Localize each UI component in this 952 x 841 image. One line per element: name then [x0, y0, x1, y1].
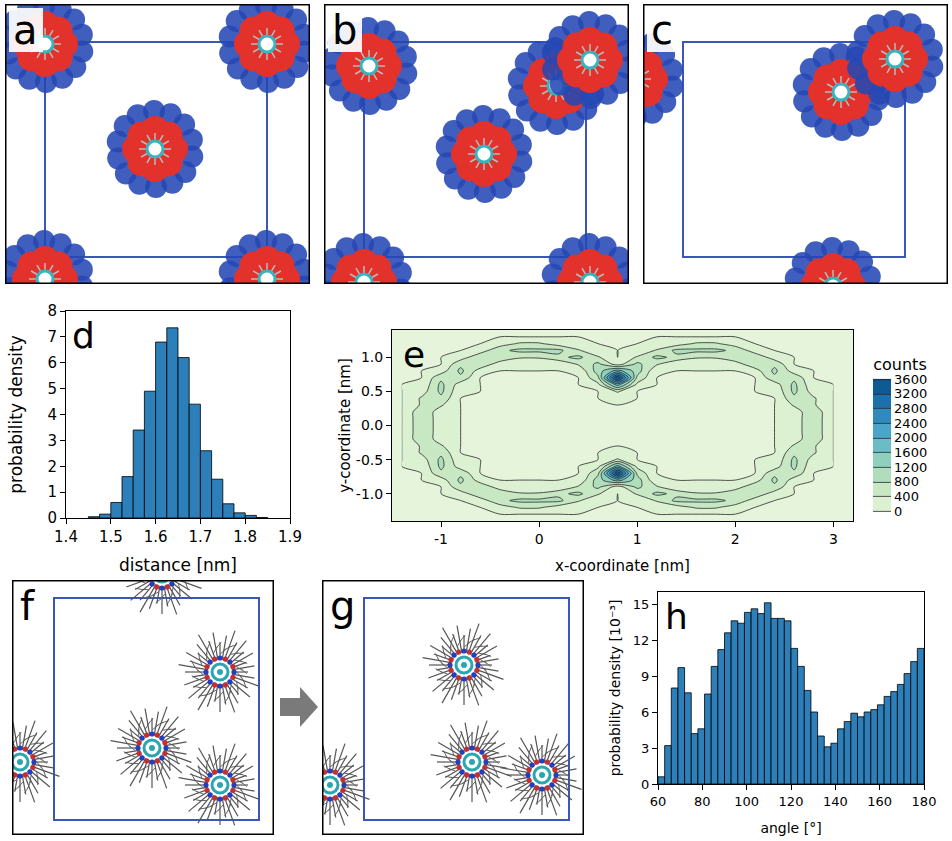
svg-text:e: e	[403, 334, 425, 375]
svg-text:1: 1	[633, 531, 642, 547]
svg-text:400: 400	[894, 489, 919, 504]
svg-text:100: 100	[734, 794, 759, 809]
svg-text:0.0: 0.0	[361, 417, 383, 433]
svg-text:distance [nm]: distance [nm]	[119, 555, 237, 575]
svg-text:1.0: 1.0	[361, 349, 383, 365]
svg-text:0: 0	[47, 509, 57, 527]
svg-text:1.4: 1.4	[54, 528, 78, 546]
svg-text:4: 4	[47, 406, 57, 424]
svg-text:g: g	[330, 583, 355, 629]
svg-text:1.5: 1.5	[99, 528, 123, 546]
svg-text:y-coordinate [nm]: y-coordinate [nm]	[336, 358, 354, 493]
svg-text:probability density [10⁻³]: probability density [10⁻³]	[607, 600, 623, 777]
svg-text:-0.5: -0.5	[356, 452, 383, 468]
svg-text:0: 0	[641, 777, 649, 792]
svg-text:160: 160	[867, 794, 892, 809]
svg-text:0.5: 0.5	[361, 383, 383, 399]
svg-text:h: h	[665, 596, 688, 637]
svg-text:1.7: 1.7	[188, 528, 212, 546]
svg-text:x-coordinate [nm]: x-coordinate [nm]	[555, 557, 690, 575]
svg-text:60: 60	[650, 794, 667, 809]
svg-text:1.6: 1.6	[144, 528, 168, 546]
svg-text:angle [°]: angle [°]	[760, 820, 821, 836]
svg-text:3600: 3600	[894, 372, 927, 387]
svg-text:-1: -1	[434, 531, 448, 547]
svg-text:3: 3	[641, 741, 649, 756]
svg-text:probability density: probability density	[6, 335, 26, 493]
svg-text:120: 120	[779, 794, 804, 809]
svg-text:b: b	[332, 7, 357, 53]
svg-text:2000: 2000	[894, 430, 927, 445]
svg-text:140: 140	[823, 794, 848, 809]
svg-text:6: 6	[47, 354, 57, 372]
svg-text:180: 180	[912, 794, 937, 809]
svg-text:5: 5	[47, 380, 57, 398]
svg-text:0: 0	[535, 531, 544, 547]
svg-text:6: 6	[641, 705, 649, 720]
svg-text:1200: 1200	[894, 460, 927, 475]
svg-text:1: 1	[47, 483, 57, 501]
svg-text:2: 2	[47, 458, 57, 476]
svg-text:15: 15	[633, 597, 650, 612]
svg-text:counts: counts	[873, 355, 926, 374]
svg-text:a: a	[13, 7, 38, 53]
svg-text:1600: 1600	[894, 445, 927, 460]
svg-text:3: 3	[47, 432, 57, 450]
svg-text:-1.0: -1.0	[356, 486, 383, 502]
svg-text:12: 12	[633, 633, 650, 648]
svg-text:c: c	[651, 7, 673, 53]
svg-text:8: 8	[47, 302, 57, 320]
svg-text:800: 800	[894, 474, 919, 489]
svg-text:2: 2	[731, 531, 740, 547]
svg-text:1.9: 1.9	[278, 528, 302, 546]
svg-text:0: 0	[894, 504, 902, 519]
svg-text:9: 9	[641, 669, 649, 684]
svg-text:2400: 2400	[894, 416, 927, 431]
svg-text:f: f	[20, 583, 35, 629]
svg-text:2800: 2800	[894, 401, 927, 416]
svg-text:7: 7	[47, 328, 57, 346]
svg-text:3200: 3200	[894, 386, 927, 401]
svg-text:3: 3	[829, 531, 838, 547]
svg-text:d: d	[72, 315, 95, 356]
svg-text:80: 80	[694, 794, 711, 809]
svg-text:1.8: 1.8	[233, 528, 257, 546]
